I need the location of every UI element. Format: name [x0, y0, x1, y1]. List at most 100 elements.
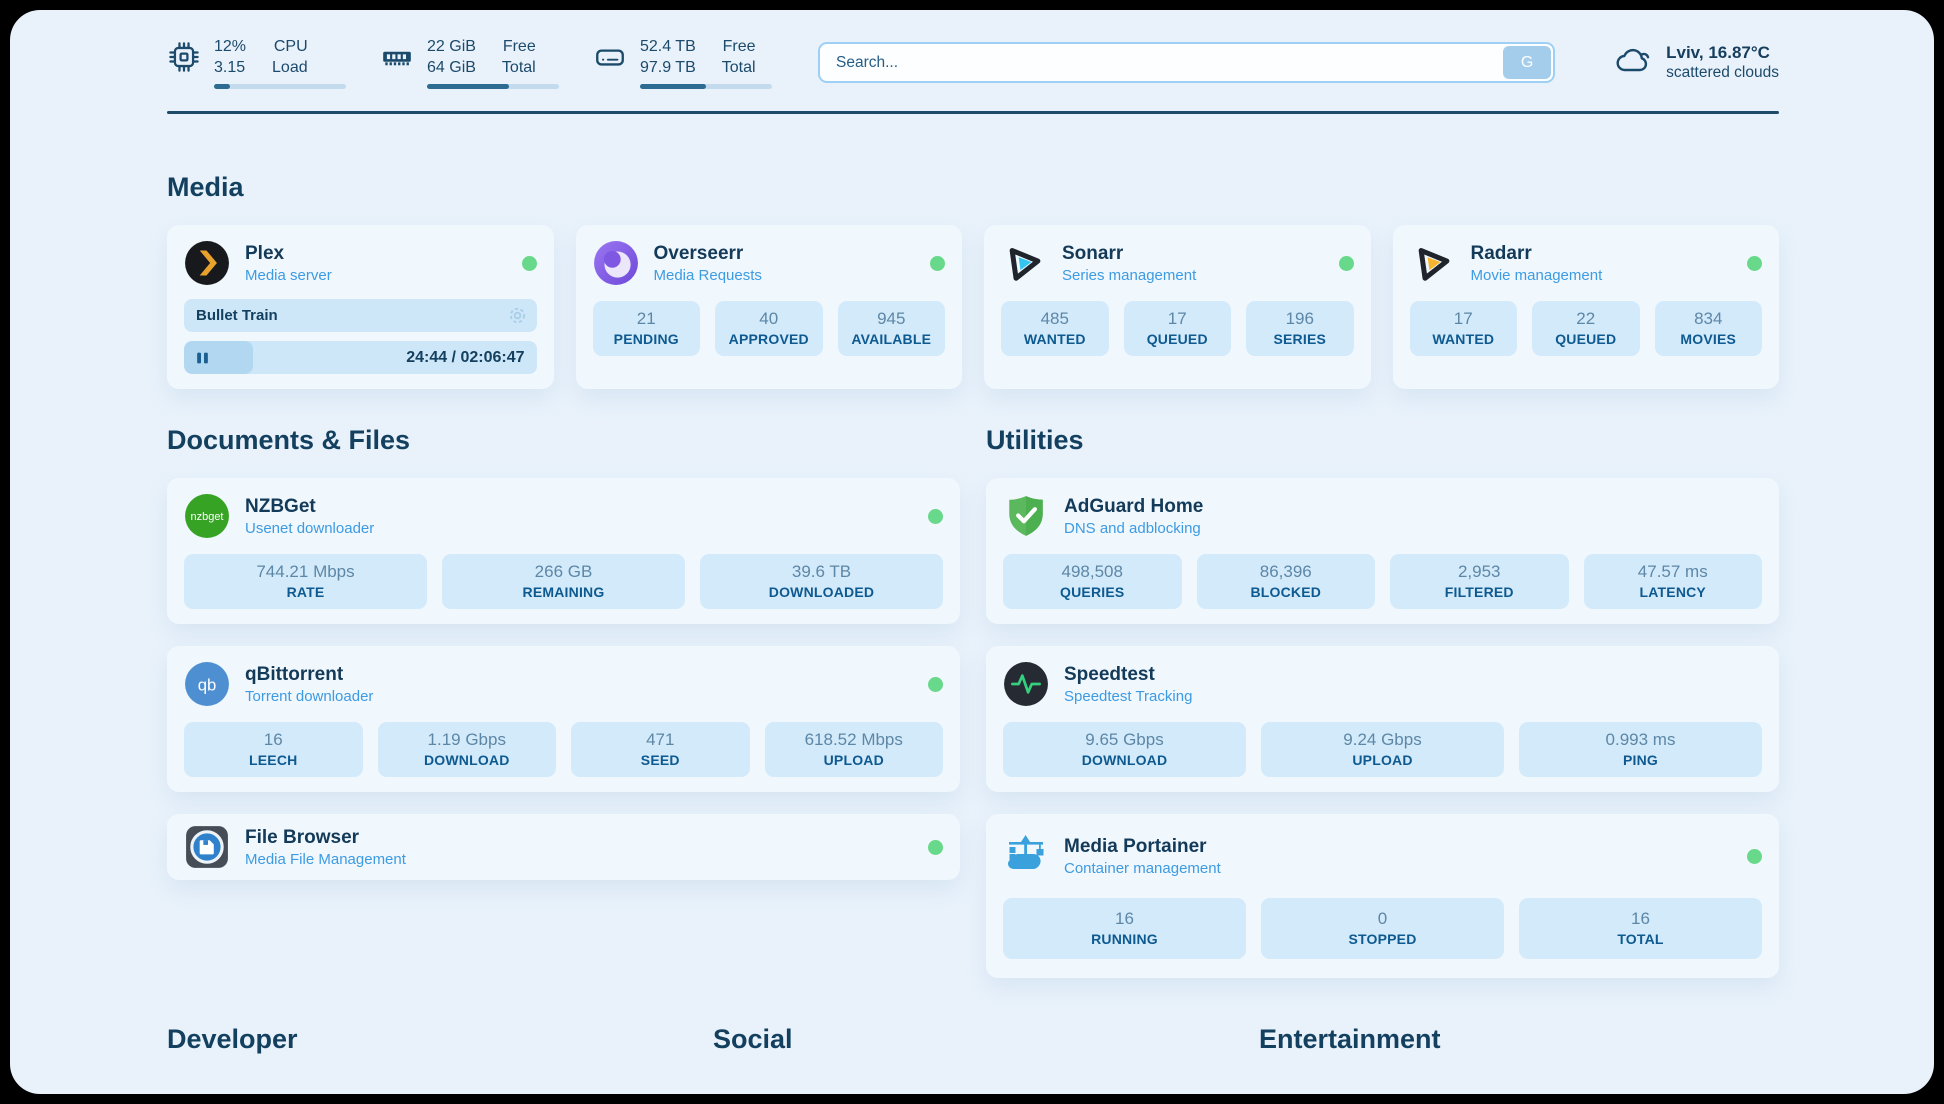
cpu-resource-widget: 12% 3.15 CPU Load [167, 36, 346, 90]
entertainment-section: Entertainment YT YouTube youtube.com NF … [1259, 1024, 1779, 1094]
weather-widget: Lviv, 16.87°C scattered clouds [1613, 43, 1779, 82]
stat-wanted: 17 WANTED [1409, 301, 1517, 357]
card-title: Plex [245, 242, 285, 264]
status-dot [928, 676, 943, 692]
documents-column: Documents & Files nzbget NZBGet Usenet d… [167, 425, 960, 978]
memory-free-value: 22 GiB [427, 38, 476, 55]
stat-total: 16 TOTAL [1519, 898, 1762, 960]
card-subtitle: Torrent downloader [245, 687, 374, 705]
section-heading-utilities: Utilities [986, 425, 1084, 456]
card-subtitle: Container management [1064, 859, 1221, 877]
status-dot [930, 255, 945, 271]
nzbget-card[interactable]: nzbget NZBGet Usenet downloader 744.21 M… [167, 478, 960, 625]
status-dot [1338, 255, 1354, 271]
stream-settings-icon[interactable] [508, 306, 527, 325]
card-title: File Browser [245, 826, 360, 848]
stat-series: 196 SERIES [1246, 301, 1354, 357]
speedtest-card[interactable]: Speedtest Speedtest Tracking 9.65 Gbps D… [986, 646, 1779, 793]
stat-latency: 47.57 ms LATENCY [1583, 554, 1762, 610]
sonarr-card[interactable]: Sonarr Series management 485 WANTED 17 Q… [984, 225, 1371, 390]
cpu-icon [167, 40, 201, 74]
pause-icon[interactable] [195, 350, 210, 365]
now-playing-title: Bullet Train [196, 307, 278, 325]
system-resources: 12% 3.15 CPU Load [167, 36, 772, 90]
section-heading-entertainment: Entertainment [1259, 1024, 1441, 1055]
memory-resource-widget: 22 GiB 64 GiB Free Total [380, 36, 559, 90]
cpu-usage-label: CPU [273, 38, 308, 55]
disk-icon [593, 40, 627, 74]
search-input[interactable] [818, 42, 1556, 84]
nzbget-icon: nzbget [184, 493, 230, 539]
overseerr-card[interactable]: Overseerr Media Requests 21 PENDING 40 A… [575, 225, 962, 390]
stat-upload: 618.52 Mbps UPLOAD [764, 722, 943, 778]
media-card-grid: Plex Media server Bullet Train [167, 225, 1779, 390]
stat-rate: 744.21 Mbps RATE [184, 554, 427, 610]
card-subtitle: Media Requests [653, 266, 762, 284]
stat-remaining: 266 GB REMAINING [442, 554, 685, 610]
disk-progress-track [640, 84, 772, 90]
qbittorrent-card[interactable]: qb qBittorrent Torrent downloader 16 LEE… [167, 646, 960, 793]
cloud-icon [1613, 43, 1653, 82]
status-dot [928, 508, 943, 524]
disk-total-label: Total [721, 59, 756, 77]
card-title: Sonarr [1062, 242, 1124, 264]
status-dot [521, 255, 537, 271]
stat-download: 1.19 Gbps DOWNLOAD [377, 722, 556, 778]
top-bar: 12% 3.15 CPU Load [167, 10, 1779, 90]
card-subtitle: Series management [1062, 266, 1197, 284]
filebrowser-card[interactable]: File Browser Media File Management [167, 814, 960, 881]
stat-leech: 16 LEECH [184, 722, 363, 778]
card-title: NZBGet [245, 495, 316, 517]
adguard-icon [1003, 493, 1049, 539]
memory-free-label: Free [502, 38, 536, 55]
stat-ping: 0.993 ms PING [1519, 722, 1762, 778]
playback-progress-track: 24:44 / 02:06:47 [184, 341, 537, 375]
card-title: Overseerr [653, 242, 744, 264]
radarr-icon [1410, 240, 1456, 286]
stat-download: 9.65 Gbps DOWNLOAD [1003, 722, 1246, 778]
card-subtitle: Media File Management [245, 850, 406, 868]
status-dot [1747, 255, 1762, 271]
plex-card[interactable]: Plex Media server Bullet Train [167, 225, 554, 390]
portainer-card[interactable]: Media Portainer Container management 16 … [986, 814, 1779, 979]
stat-queued: 17 QUEUED [1123, 301, 1231, 357]
search-bar: G [818, 42, 1556, 84]
card-title: AdGuard Home [1064, 495, 1204, 517]
stat-running: 16 RUNNING [1003, 898, 1246, 960]
stat-stopped: 0 STOPPED [1261, 898, 1504, 960]
cpu-progress-fill [214, 84, 230, 90]
header-divider [167, 111, 1779, 115]
disk-total-value: 97.9 TB [640, 59, 696, 77]
stat-queued: 22 QUEUED [1532, 301, 1640, 357]
card-title: Speedtest [1064, 663, 1155, 685]
stat-seed: 471 SEED [571, 722, 750, 778]
search-engine-button[interactable]: G [1503, 46, 1552, 80]
memory-total-label: Total [501, 59, 536, 77]
dashboard-page: 12% 3.15 CPU Load [10, 10, 1934, 1094]
adguard-card[interactable]: AdGuard Home DNS and adblocking 498,508 … [986, 478, 1779, 625]
social-section: Social LI LinkedIn linkedin.com TW Twitt… [713, 1024, 1233, 1094]
plex-icon [184, 240, 230, 286]
stat-movies: 834 MOVIES [1654, 301, 1762, 357]
utilities-column: Utilities AdGuard Home DNS and adblockin… [986, 425, 1779, 979]
stat-wanted: 485 WANTED [1001, 301, 1109, 357]
svg-text:nzbget: nzbget [191, 511, 224, 523]
disk-free-label: Free [722, 38, 756, 55]
stat-upload: 9.24 Gbps UPLOAD [1261, 722, 1504, 778]
stat-downloaded: 39.6 TB DOWNLOADED [700, 554, 943, 610]
card-subtitle: Movie management [1470, 266, 1603, 284]
portainer-icon [1003, 833, 1049, 879]
disk-free-value: 52.4 TB [640, 38, 696, 55]
card-subtitle: Media server [245, 266, 332, 284]
cpu-load-value: 3.15 [214, 59, 246, 77]
developer-section: Developer GH Github github.com SO StackO… [167, 1024, 687, 1094]
stat-filtered: 2,953 FILTERED [1390, 554, 1569, 610]
card-subtitle: Usenet downloader [245, 519, 375, 537]
speedtest-icon [1003, 661, 1049, 707]
radarr-card[interactable]: Radarr Movie management 17 WANTED 22 QUE… [1392, 225, 1779, 390]
section-heading-documents: Documents & Files [167, 425, 411, 456]
card-subtitle: Speedtest Tracking [1064, 687, 1193, 705]
stat-pending: 21 PENDING [592, 301, 700, 357]
card-subtitle: DNS and adblocking [1064, 519, 1201, 537]
overseerr-icon [593, 240, 639, 286]
